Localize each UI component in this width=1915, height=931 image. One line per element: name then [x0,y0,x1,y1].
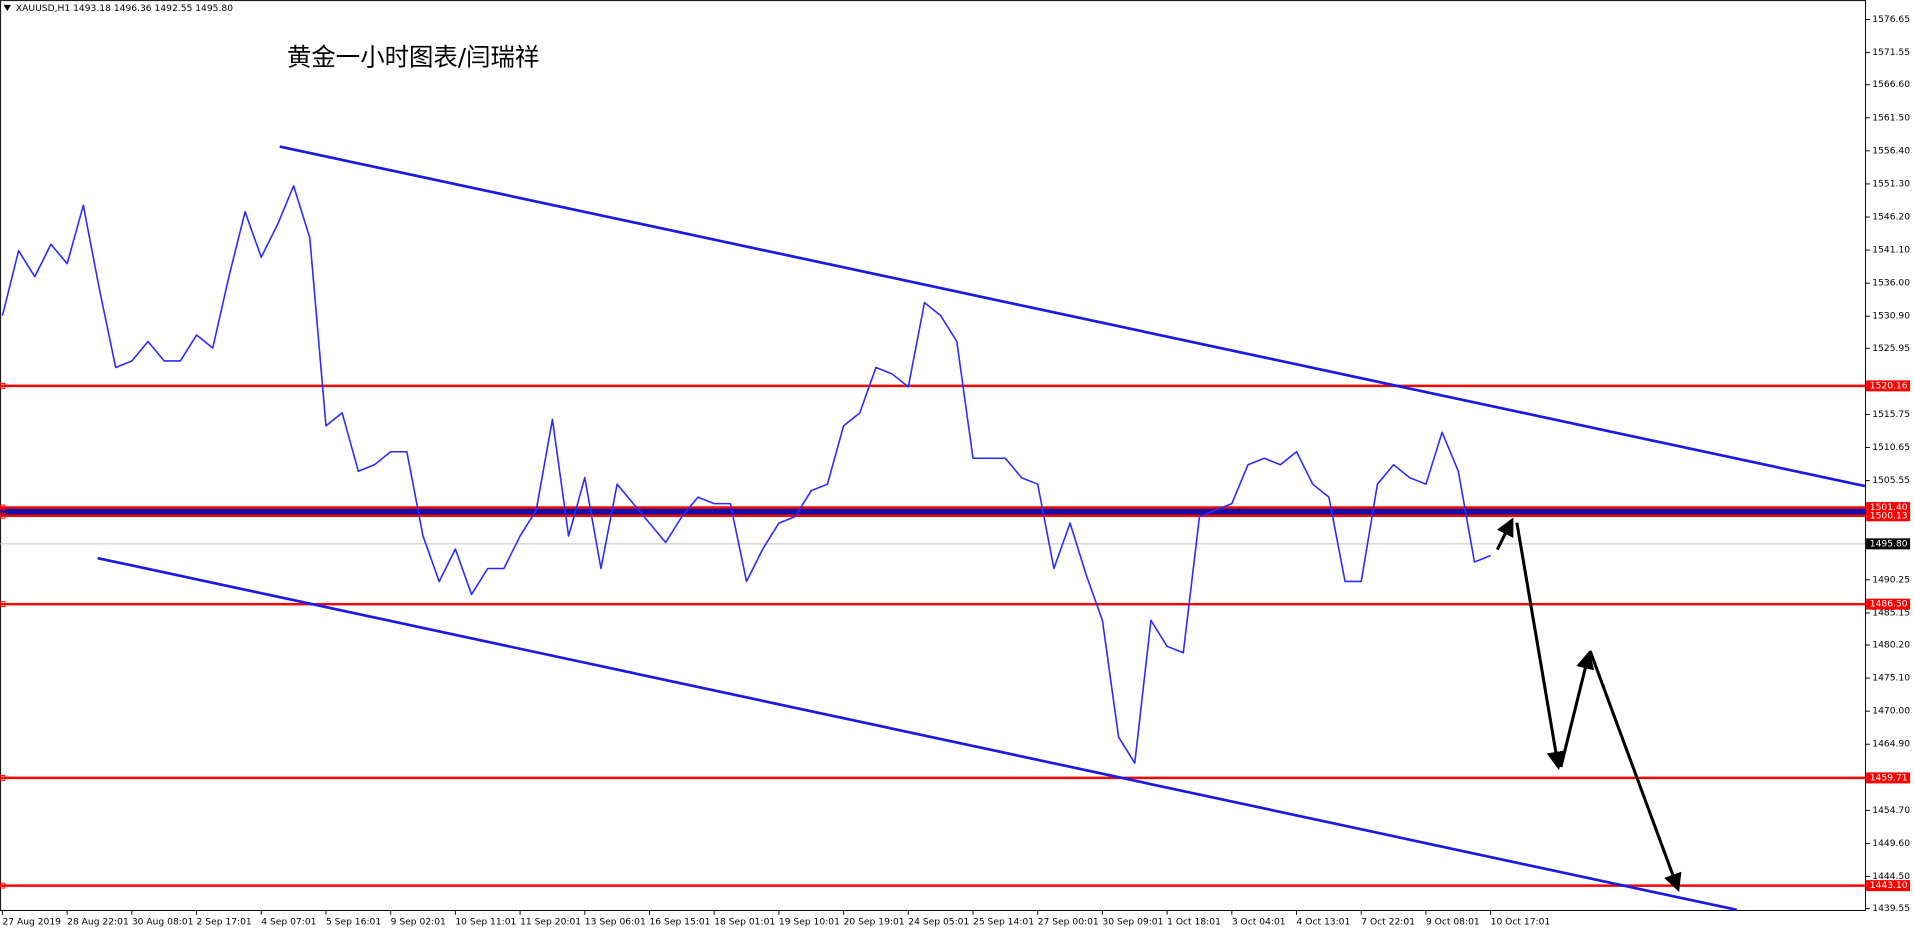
x-tick-label: 3 Oct 04:01 [1232,918,1286,928]
y-tick-label: 1490.25 [1872,575,1910,585]
level-handle [0,504,6,511]
y-tick-label: 1439.55 [1872,904,1910,914]
y-tick-label: 1480.20 [1872,641,1910,651]
y-tick-label: 1536.00 [1872,279,1910,289]
y-tick-label: 1475.10 [1872,674,1910,684]
current-price-box [1866,538,1911,550]
x-tick-label: 16 Sep 15:01 [649,918,710,928]
y-tick-label: 1530.90 [1872,312,1910,322]
y-tick-label: 1566.60 [1872,80,1910,90]
x-tick-label: 28 Aug 22:01 [67,918,129,928]
level-handle [0,382,6,389]
resistance-band [0,507,1865,516]
x-tick-label: 1 Oct 18:01 [1167,918,1221,928]
x-tick-label: 18 Sep 01:01 [714,918,775,928]
level-box [1866,772,1911,784]
y-tick-label: 1551.30 [1872,179,1910,189]
x-tick-label: 5 Sep 16:01 [326,918,381,928]
x-tick-label: 10 Oct 17:01 [1491,918,1551,928]
y-tick-label: 1576.65 [1872,15,1910,25]
y-tick-label: 1556.40 [1872,146,1910,156]
x-tick-label: 11 Sep 20:01 [520,918,581,928]
level-label: 1500.13 [1870,511,1908,521]
y-tick-label: 1546.20 [1872,212,1910,222]
x-tick-label: 4 Sep 07:01 [261,918,316,928]
level-box [1866,380,1911,392]
x-tick-label: 27 Sep 00:01 [1038,918,1099,928]
y-tick-label: 1485.15 [1872,608,1910,618]
x-tick-label: 7 Oct 22:01 [1361,918,1415,928]
menu-icon[interactable] [3,4,11,11]
x-tick-label: 9 Oct 08:01 [1426,918,1480,928]
level-label: 1520.16 [1870,381,1908,391]
header: XAUUSD,H1 1493.18 1496.36 1492.55 1495.8… [16,4,233,14]
y-tick-label: 1515.75 [1872,410,1910,420]
x-tick-label: 9 Sep 02:01 [391,918,446,928]
y-tick-label: 1444.50 [1872,872,1910,882]
chart-title: 黄金一小时图表/闫瑞祥 [287,43,539,72]
level-box [1866,880,1911,892]
y-tick-label: 1505.55 [1872,476,1910,486]
x-tick-label: 25 Sep 14:01 [973,918,1034,928]
y-tick-label: 1541.10 [1872,246,1910,256]
trend-line [279,145,1866,488]
y-tick-label: 1525.95 [1872,344,1910,354]
x-tick-label: 2 Sep 17:01 [197,918,252,928]
level-box [1866,510,1911,522]
x-tick-label: 19 Sep 10:01 [779,918,840,928]
x-tick-label: 30 Aug 08:01 [132,918,194,928]
level-box [1866,502,1911,514]
level-handle [0,512,6,519]
level-label: 1486.50 [1870,600,1908,610]
y-tick-label: 1571.55 [1872,48,1910,58]
trend-line [97,556,1737,912]
level-handle [0,601,6,608]
x-tick-label: 4 Oct 13:01 [1297,918,1351,928]
x-tick-label: 13 Sep 06:01 [585,918,646,928]
x-tick-label: 20 Sep 19:01 [844,918,905,928]
level-handle [0,882,6,889]
y-tick-label: 1454.70 [1872,806,1910,816]
level-box [1866,598,1911,610]
y-tick-label: 1449.60 [1872,839,1910,849]
y-tick-label: 1561.50 [1872,113,1910,123]
level-label: 1443.10 [1870,881,1908,891]
arrow [1559,650,1595,768]
arrow [1515,522,1565,770]
arrow [1588,650,1682,892]
x-tick-label: 27 Aug 2019 [2,918,61,928]
level-label: 1501.40 [1870,503,1908,513]
y-tick-label: 1510.65 [1872,443,1910,453]
x-tick-label: 10 Sep 11:01 [455,918,516,928]
arrow [1495,517,1514,551]
x-tick-label: 30 Sep 09:01 [1102,918,1163,928]
y-tick-label: 1464.90 [1872,740,1910,750]
y-tick-label: 1470.00 [1872,707,1910,717]
level-label: 1459.71 [1870,773,1908,783]
price-line [1,185,1491,764]
x-tick-label: 24 Sep 05:01 [908,918,969,928]
plot-frame [0,0,1867,911]
current-price-label: 1495.80 [1870,539,1908,549]
level-handle [0,774,6,781]
